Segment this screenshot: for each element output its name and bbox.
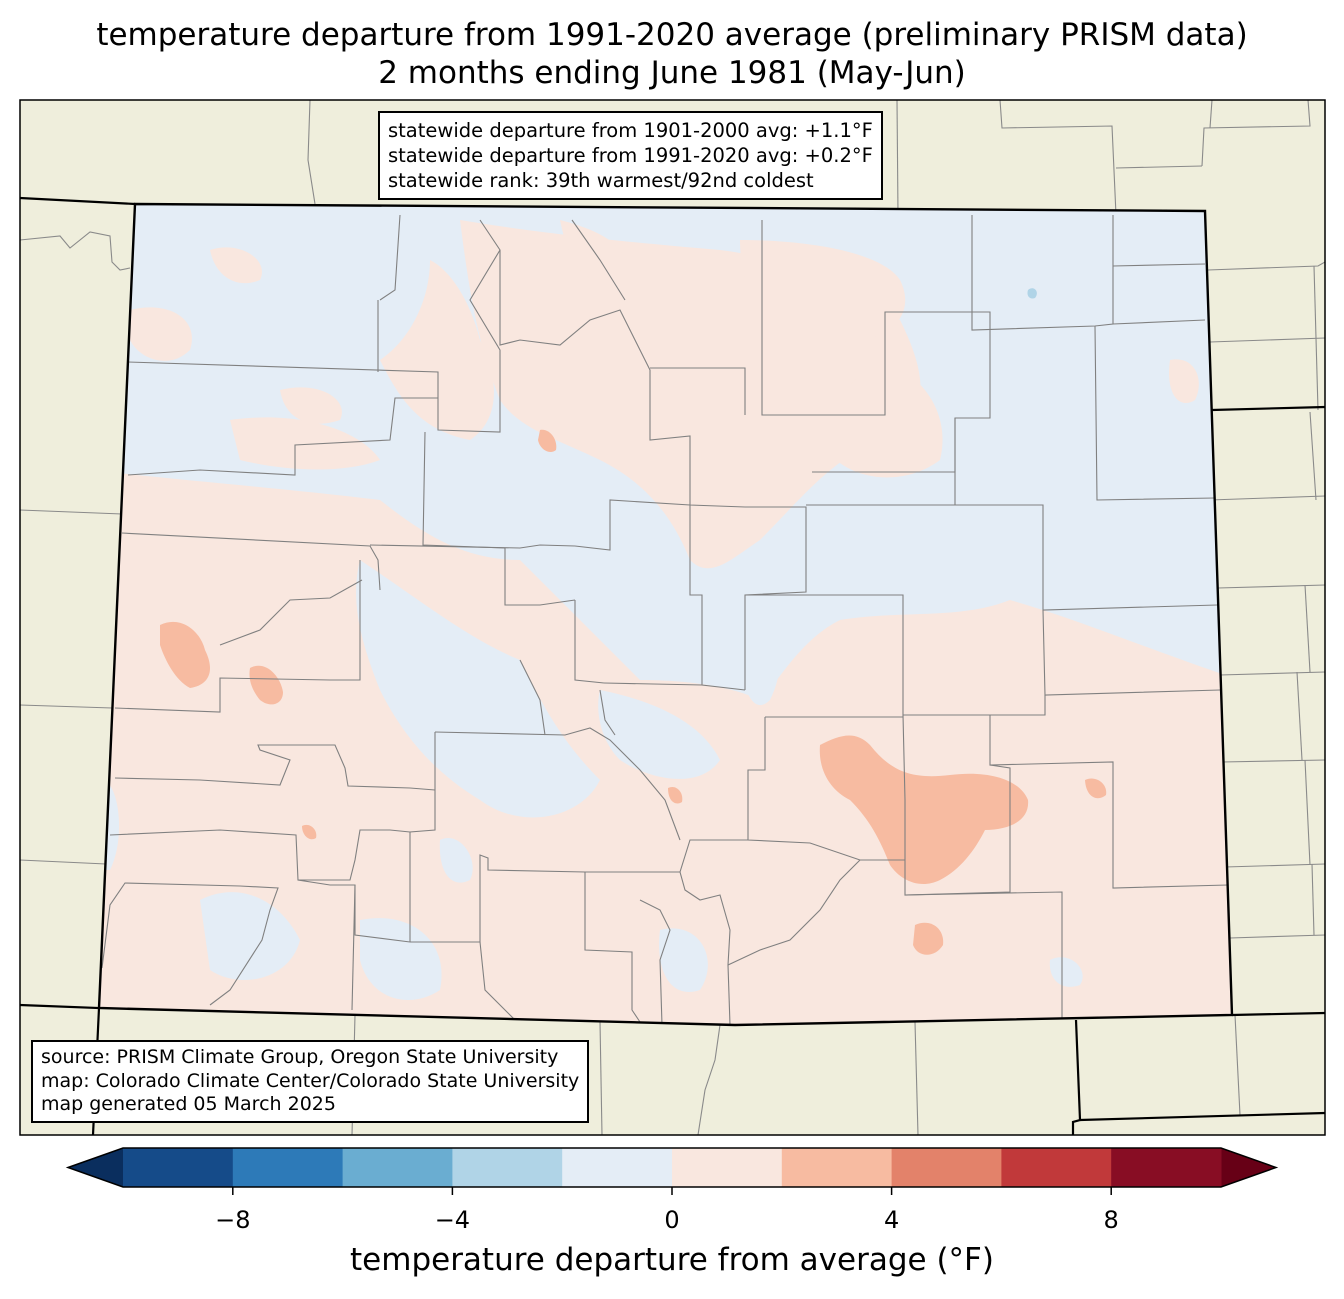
colorado-state-border [97, 202, 1234, 1027]
colorbar-tick-label: 8 [1103, 1206, 1119, 1234]
colorbar-bin [342, 1148, 453, 1187]
colorbar-bin [672, 1148, 783, 1187]
field-2-to-4-above [160, 429, 1107, 955]
colorbar-tick-label: −8 [215, 1206, 251, 1234]
statewide-stats-box: statewide departure from 1901-2000 avg: … [378, 111, 883, 200]
colorbar-bin [452, 1148, 563, 1187]
colorbar-over-arrow [1221, 1148, 1276, 1187]
stats-rank: statewide rank: 39th warmest/92nd coldes… [388, 169, 814, 192]
map-title: temperature departure from 1991-2020 ave… [96, 17, 1248, 53]
colorbar-bin [891, 1148, 1002, 1187]
field-blue-pockets [100, 560, 1083, 1000]
colorbar-bin [1001, 1148, 1112, 1187]
colorbar-bin [232, 1148, 344, 1187]
colorbar [65, 1147, 1279, 1195]
stats-1901-2000: statewide departure from 1901-2000 avg: … [388, 119, 873, 142]
field-2-to-4-below-spot [1027, 288, 1037, 299]
map-area [20, 100, 1325, 1135]
colorbar-bin [123, 1148, 234, 1187]
colorbar-tick-label: −4 [434, 1206, 471, 1234]
colorbar-bin [781, 1148, 893, 1187]
colorbar-bin [562, 1148, 673, 1187]
colorbar-tick-label: 0 [664, 1206, 680, 1234]
neighbor-county-lines [20, 100, 1325, 1135]
source-box: source: PRISM Climate Group, Oregon Stat… [31, 1040, 590, 1123]
colorado-temperature-field [99, 204, 1232, 1025]
colorado-county-lines [101, 214, 1229, 1025]
colorbar-outline [65, 1147, 1279, 1188]
map-frame [19, 99, 1326, 1136]
colorbar-label: temperature departure from average (°F) [350, 1242, 994, 1278]
colorbar-tick-label: 4 [883, 1206, 900, 1234]
colorbar-under-arrow [68, 1148, 123, 1187]
map-credit-line: map: Colorado Climate Center/Colorado St… [41, 1069, 580, 1092]
colorbar-bin [1111, 1148, 1222, 1187]
stats-1991-2020: statewide departure from 1991-2020 avg: … [388, 144, 873, 167]
generated-date-line: map generated 05 March 2025 [41, 1093, 336, 1115]
map-subtitle: 2 months ending June 1981 (May-Jun) [378, 55, 966, 91]
source-line: source: PRISM Climate Group, Oregon Stat… [41, 1046, 559, 1068]
